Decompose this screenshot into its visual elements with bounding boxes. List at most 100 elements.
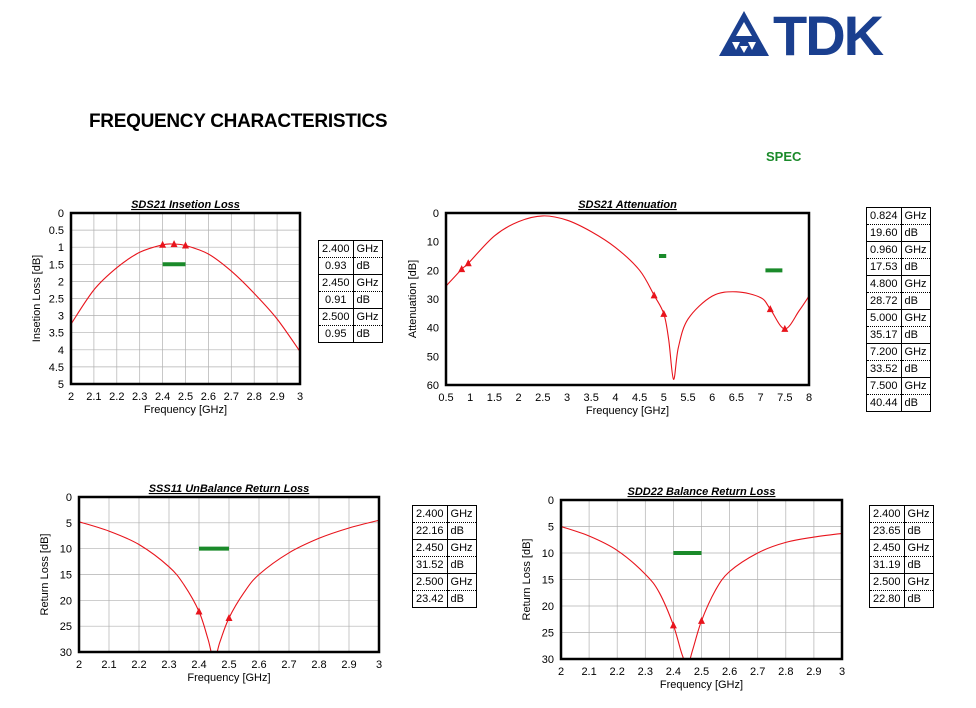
table-row-frequency: 2.450 GHz: [318, 274, 383, 292]
x-tick-label: 2.4: [666, 666, 681, 678]
table-row-value: 19.60 dB: [866, 224, 931, 242]
value-cell: 0.95: [318, 325, 354, 343]
data-marker-5: [781, 324, 789, 332]
x-tick-label: 1.5: [487, 392, 502, 404]
x-tick-label: 6.5: [729, 392, 744, 404]
y-tick-label: 25: [542, 628, 554, 640]
value-cell: 23.42: [412, 590, 448, 608]
frequency-cell: 2.450: [869, 539, 905, 557]
frequency-cell: 2.400: [869, 505, 905, 523]
x-tick-label: 2.8: [247, 391, 262, 403]
y-tick-label: 15: [60, 570, 72, 582]
chart-title: SDS21 Attenuation: [578, 199, 677, 211]
y-tick-label: 4: [58, 345, 64, 357]
y-tick-label: 40: [427, 323, 439, 335]
table-row-frequency: 2.400 GHz: [869, 505, 934, 523]
y-axis-label: Return Loss [dB]: [521, 539, 533, 621]
x-tick-label: 4: [612, 392, 618, 404]
value-unit-cell: dB: [446, 522, 477, 540]
chart-title: SSS11 UnBalance Return Loss: [149, 483, 310, 495]
x-tick-label: 2.9: [341, 659, 356, 671]
x-tick-label: 2.2: [610, 666, 625, 678]
frequency-cell: 0.824: [866, 207, 902, 225]
frequency-cell: 2.500: [412, 573, 448, 591]
data-marker-3: [660, 309, 668, 317]
x-tick-label: 2.5: [221, 659, 236, 671]
x-tick-label: 2.1: [86, 391, 101, 403]
x-tick-label: 2.1: [101, 659, 116, 671]
x-axis-label: Frequency [GHz]: [660, 679, 743, 691]
frequency-unit-cell: GHz: [903, 505, 934, 523]
x-tick-label: 2.4: [191, 659, 206, 671]
x-tick-label: 2: [76, 659, 82, 671]
x-tick-label: 2.7: [750, 666, 765, 678]
value-cell: 0.93: [318, 257, 354, 275]
spec-label: SPEC: [766, 149, 802, 164]
frequency-cell: 7.200: [866, 343, 902, 361]
x-tick-label: 3: [564, 392, 570, 404]
frequency-unit-cell: GHz: [446, 505, 477, 523]
x-tick-label: 2.9: [269, 391, 284, 403]
y-axis-label: Insetion Loss [dB]: [31, 255, 43, 342]
value-unit-cell: dB: [903, 556, 934, 574]
chart-title: SDD22 Balance Return Loss: [628, 486, 776, 498]
y-tick-label: 20: [427, 265, 439, 277]
x-tick-label: 5: [661, 392, 667, 404]
table-row-value: 40.44 dB: [866, 394, 931, 412]
value-cell: 22.16: [412, 522, 448, 540]
data-marker-0: [458, 265, 466, 273]
x-tick-label: 2.7: [281, 659, 296, 671]
data-marker-1: [464, 259, 472, 267]
y-tick-label: 5: [66, 518, 72, 530]
value-cell: 23.65: [869, 522, 905, 540]
frequency-unit-cell: GHz: [352, 308, 383, 326]
tdk-logo: TDK: [719, 8, 886, 60]
value-unit-cell: dB: [900, 360, 931, 378]
table-row-value: 0.95 dB: [318, 325, 383, 343]
table-row-value: 22.16 dB: [412, 522, 477, 540]
x-axis-label: Frequency [GHz]: [144, 404, 227, 416]
frequency-cell: 0.960: [866, 241, 902, 259]
table-row-value: 0.93 dB: [318, 257, 383, 275]
value-unit-cell: dB: [352, 257, 383, 275]
frequency-cell: 2.500: [869, 573, 905, 591]
value-cell: 0.91: [318, 291, 354, 309]
y-tick-label: 2.5: [49, 294, 64, 306]
y-tick-label: 15: [542, 575, 554, 587]
plot-frame: [69, 211, 302, 386]
value-cell: 40.44: [866, 394, 902, 412]
table-row-frequency: 2.400 GHz: [318, 240, 383, 258]
x-tick-label: 2.5: [694, 666, 709, 678]
y-tick-label: 10: [542, 548, 554, 560]
x-tick-label: 2.5: [535, 392, 550, 404]
frequency-unit-cell: GHz: [900, 275, 931, 293]
y-axis-label: Return Loss [dB]: [39, 534, 51, 616]
chart-title: SDS21 Insetion Loss: [131, 199, 240, 211]
y-tick-label: 30: [542, 654, 554, 666]
table-row-frequency: 5.000 GHz: [866, 309, 931, 327]
table-row-frequency: 7.200 GHz: [866, 343, 931, 361]
data-marker-0: [195, 607, 203, 615]
sds21-attenuation-value-table: 0.824 GHz 19.60 dB 0.960 GHz 17.53 dB 4.800 GHz 28…: [866, 207, 931, 412]
x-tick-label: 7: [758, 392, 764, 404]
table-row-value: 31.19 dB: [869, 556, 934, 574]
table-row-value: 23.65 dB: [869, 522, 934, 540]
table-row-frequency: 0.824 GHz: [866, 207, 931, 225]
table-row-value: 22.80 dB: [869, 590, 934, 608]
x-tick-label: 2.6: [722, 666, 737, 678]
x-tick-label: 2: [558, 666, 564, 678]
y-tick-label: 10: [427, 237, 439, 249]
x-tick-label: 2.3: [638, 666, 653, 678]
logo-text: TDK: [773, 8, 884, 60]
x-tick-label: 2.9: [806, 666, 821, 678]
table-row-value: 23.42 dB: [412, 590, 477, 608]
data-marker-1: [698, 616, 705, 624]
table-row-frequency: 2.450 GHz: [412, 539, 477, 557]
value-cell: 31.19: [869, 556, 905, 574]
y-tick-label: 60: [427, 380, 439, 392]
y-tick-label: 2: [58, 276, 64, 288]
frequency-unit-cell: GHz: [903, 573, 934, 591]
